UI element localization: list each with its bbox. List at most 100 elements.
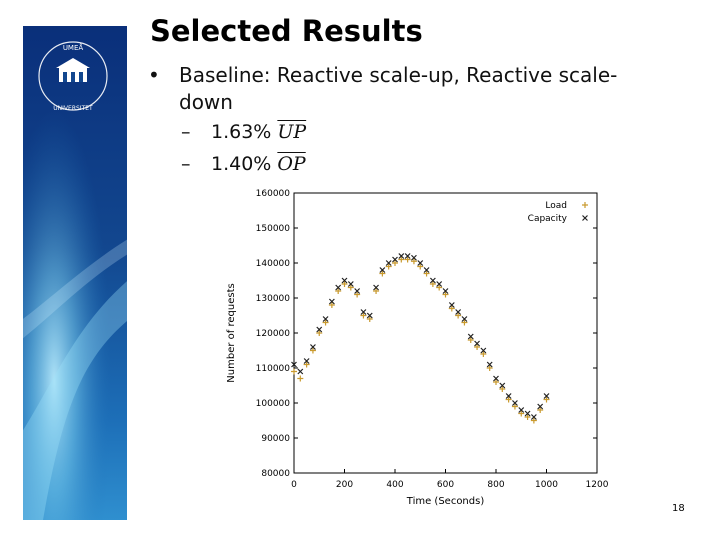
legend-label: Load <box>545 201 567 211</box>
bullet-dot: • <box>148 63 160 87</box>
data-point-load <box>303 361 310 368</box>
y-tick-label: 150000 <box>256 224 291 234</box>
data-point-capacity <box>493 375 499 382</box>
data-point-load <box>505 396 512 403</box>
data-point-capacity <box>474 340 480 347</box>
data-point-capacity <box>512 400 518 406</box>
sub-bullet-metric: OP <box>277 153 306 175</box>
sidebar-background: UMEÅ UNIVERSITET <box>23 26 127 520</box>
legend-label: Capacity <box>528 214 568 224</box>
x-tick-label: 200 <box>336 480 353 490</box>
sub-bullet-value: 1.40% <box>211 153 272 175</box>
data-point-load <box>322 319 329 326</box>
chart-svg: 0 200 400 600 800 1000 1200 80000 90000 100000 110… <box>226 189 609 507</box>
data-point-load <box>309 347 316 354</box>
data-point-capacity <box>518 407 525 413</box>
y-tick-label: 130000 <box>256 294 291 304</box>
sub-bullet-value: 1.63% <box>211 121 272 143</box>
data-point-load <box>410 258 417 265</box>
data-point-load <box>480 351 487 357</box>
data-point-capacity <box>505 393 512 399</box>
data-point-capacity <box>461 316 468 322</box>
data-point-load <box>385 263 392 270</box>
sub-bullet-op: –1.40% OP <box>181 153 306 175</box>
data-point-capacity <box>480 347 487 354</box>
data-point-capacity <box>347 281 354 287</box>
data-point-load <box>417 263 424 270</box>
data-point-capacity <box>404 253 411 259</box>
data-point-capacity <box>530 414 537 420</box>
data-point-load <box>537 407 544 413</box>
data-point-load <box>347 284 354 291</box>
data-point-load <box>474 344 481 350</box>
data-point-capacity <box>537 403 544 410</box>
data-point-capacity <box>379 267 386 273</box>
data-point-load <box>455 312 462 319</box>
data-point-capacity <box>524 410 531 417</box>
data-point-capacity <box>543 393 550 399</box>
data-point-load <box>461 319 468 326</box>
seal-text-umea: UMEÅ <box>63 43 84 52</box>
data-point-load <box>467 337 474 343</box>
university-logo-panel: UMEÅ UNIVERSITET <box>23 26 127 520</box>
legend-marker-capacity <box>582 215 588 221</box>
legend-marker-load <box>582 202 588 208</box>
data-point-load <box>335 288 342 294</box>
data-point-load <box>366 316 373 322</box>
data-point-load <box>448 305 455 312</box>
slide-number: 18 <box>672 503 685 514</box>
data-point-load <box>486 365 493 371</box>
data-point-capacity <box>360 309 367 315</box>
data-point-load <box>328 302 335 308</box>
y-tick-label: 90000 <box>261 434 290 444</box>
y-tick-label: 140000 <box>256 259 291 269</box>
data-point-load <box>404 256 411 263</box>
y-tick-label: 100000 <box>256 399 291 409</box>
data-point-load <box>530 417 537 424</box>
data-point-capacity <box>417 260 424 266</box>
data-point-capacity <box>297 368 304 375</box>
data-point-load <box>493 379 499 385</box>
data-point-capacity <box>411 254 417 261</box>
data-point-capacity <box>448 302 455 308</box>
x-tick-label: 1200 <box>586 480 609 490</box>
data-point-load <box>518 410 525 417</box>
data-point-capacity <box>303 358 310 364</box>
data-point-capacity <box>373 284 379 291</box>
sub-bullet-metric: UP <box>277 121 307 143</box>
y-tick-label: 110000 <box>256 364 291 374</box>
data-point-capacity <box>335 284 342 291</box>
y-tick-label: 120000 <box>256 329 291 339</box>
data-point-load <box>360 312 367 319</box>
data-point-capacity <box>322 316 329 322</box>
data-point-load <box>341 281 348 287</box>
data-point-capacity <box>316 326 323 333</box>
data-point-capacity <box>486 361 493 368</box>
data-point-capacity <box>423 267 430 273</box>
data-point-capacity <box>499 382 506 389</box>
x-tick-label: 600 <box>437 480 454 490</box>
data-point-load <box>543 396 550 403</box>
x-tick-label: 1000 <box>535 480 558 490</box>
data-point-capacity <box>429 277 436 284</box>
data-point-capacity <box>442 288 449 294</box>
data-point-load <box>442 291 449 298</box>
data-point-load <box>429 281 436 287</box>
data-point-capacity <box>354 288 361 294</box>
data-point-capacity <box>467 333 474 340</box>
data-point-load <box>499 386 506 392</box>
data-point-load <box>423 270 430 277</box>
data-point-load <box>398 256 405 263</box>
bullet-baseline: • Baseline: Reactive scale-up, Reactive … <box>148 62 688 116</box>
data-point-capacity <box>392 256 398 263</box>
slide-title: Selected Results <box>150 14 423 48</box>
y-axis-label: Number of requests <box>226 283 237 382</box>
data-point-capacity <box>291 361 297 368</box>
plot-frame <box>293 192 598 474</box>
x-axis-label: Time (Seconds) <box>406 496 485 507</box>
data-point-load <box>436 284 443 291</box>
data-point-capacity <box>398 253 405 259</box>
x-tick-label: 0 <box>291 480 297 490</box>
seal-text-universitet: UNIVERSITET <box>53 105 93 112</box>
data-point-load <box>379 270 386 277</box>
